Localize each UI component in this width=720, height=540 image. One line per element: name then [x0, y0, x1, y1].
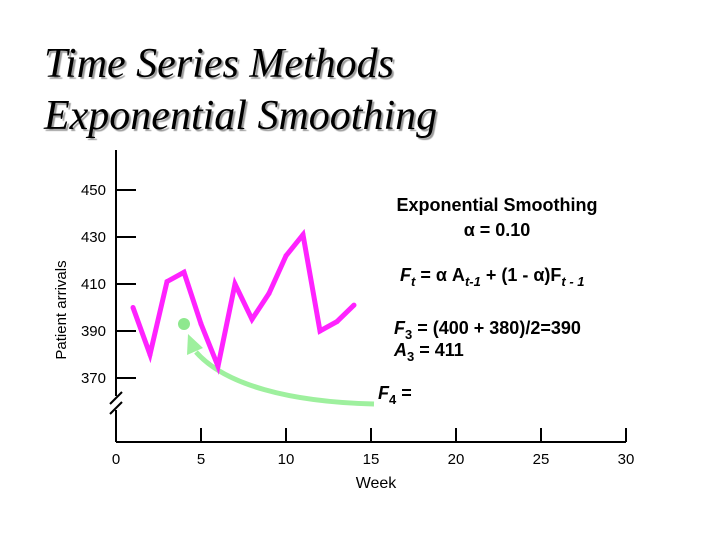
highlight-point: [178, 317, 190, 330]
x-axis-label: Week: [356, 475, 398, 492]
series-layer: [130, 228, 357, 375]
y-tick-label: 430: [81, 229, 106, 246]
formula-sub: t: [411, 274, 416, 289]
forecast-arrow: [194, 350, 375, 407]
data-point: [266, 290, 272, 296]
formula: Ft = α At-1 + (1 - α)Ft - 1: [400, 265, 585, 289]
f4-text: =: [396, 383, 412, 403]
x-tick-label: 5: [197, 451, 205, 468]
y-tick-label: 390: [81, 323, 106, 340]
y-tick-label: 450: [81, 182, 106, 199]
x-tick-label: 15: [363, 451, 380, 468]
x-tick-label: 25: [533, 451, 550, 468]
data-point: [147, 352, 153, 357]
data-point: [317, 328, 323, 334]
data-point: [130, 305, 136, 310]
data-point: [198, 321, 204, 327]
data-point: [164, 279, 170, 285]
f3-text: = (400 + 380)/2=390: [412, 318, 581, 338]
data-point: [300, 232, 306, 238]
y-tick-label: 370: [81, 370, 106, 387]
a3-line: A3 = 411: [393, 340, 464, 364]
formula-eq: = α A: [415, 265, 465, 285]
a3-sub: 3: [407, 349, 414, 364]
formula-mid: + (1 - α)F: [481, 265, 562, 285]
x-tick-label: 20: [448, 451, 465, 468]
x-ticks: 0 5 10 15 20 25 30: [112, 428, 635, 468]
method-label: Exponential Smoothing: [397, 195, 598, 215]
forecast-arrow-head: [187, 334, 203, 355]
axes: [109, 150, 626, 443]
y-ticks: 370 390 410 430 450: [81, 182, 136, 387]
x-tick-label: 0: [112, 451, 120, 468]
data-point: [351, 302, 357, 308]
axis-break-mark-1: [109, 391, 123, 405]
y-tick-label: 410: [81, 276, 106, 293]
f4-line: F4 =: [378, 383, 412, 407]
f4-label: F: [378, 383, 390, 403]
axis-break-mark-2: [109, 401, 123, 415]
data-point: [181, 269, 187, 275]
x-tick-label: 30: [618, 451, 635, 468]
series-line: [130, 228, 356, 375]
a3-text: = 411: [414, 340, 464, 360]
formula-main: F: [400, 265, 412, 285]
f3-label: F: [394, 318, 406, 338]
data-point: [215, 363, 221, 369]
alpha-label: α = 0.10: [464, 220, 531, 240]
a3-label: A: [393, 340, 407, 360]
f3-sub: 3: [405, 327, 412, 342]
title-line-2: Exponential Smoothing: [44, 93, 438, 139]
data-point: [249, 316, 255, 322]
formula-sub3: t - 1: [561, 274, 584, 289]
formula-sub2: t-1: [465, 274, 481, 289]
title-line-1: Time Series Methods: [44, 41, 394, 87]
y-axis-label: Patient arrivals: [53, 260, 70, 359]
data-point: [283, 253, 289, 259]
x-tick-label: 10: [278, 451, 295, 468]
data-point: [232, 281, 238, 287]
data-point: [334, 319, 340, 325]
f3-line: F3 = (400 + 380)/2=390: [394, 318, 581, 342]
f4-sub: 4: [389, 392, 397, 407]
